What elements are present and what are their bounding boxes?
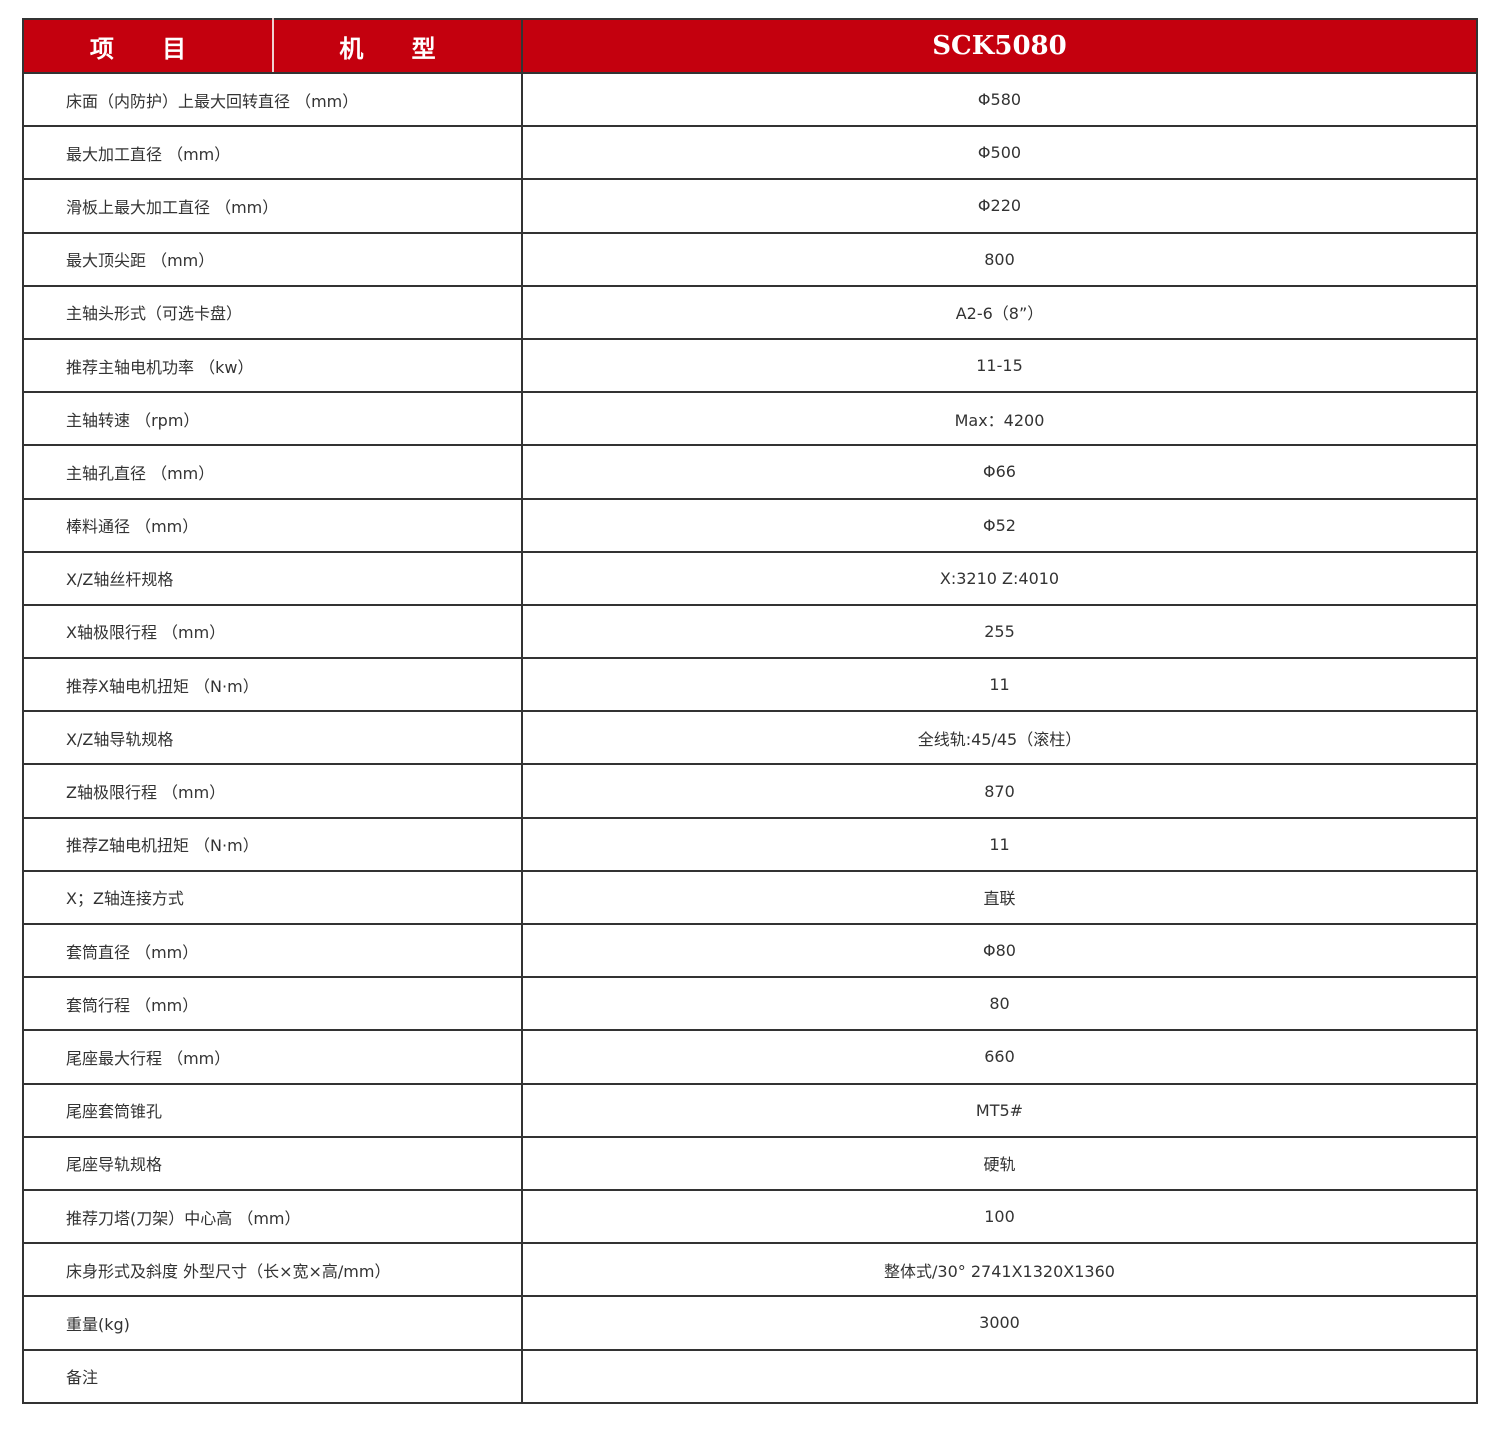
spec-item: 床身形式及斜度 外型尺寸（长×宽×高/mm） [22, 1242, 523, 1298]
spec-value: A2-6（8”） [521, 284, 1478, 340]
spec-value: Φ52 [521, 497, 1478, 553]
table-row: 推荐Z轴电机扭矩 （N·m） 11 [22, 816, 1478, 872]
spec-value: 100 [521, 1188, 1478, 1245]
table-row: 推荐刀塔(刀架）中心高 （mm） 100 [22, 1188, 1478, 1245]
spec-item: 重量(kg) [22, 1295, 523, 1351]
table-row: 主轴转速 （rpm） Max：4200 [22, 391, 1478, 447]
spec-value: 800 [521, 231, 1478, 287]
spec-value: MT5# [521, 1082, 1478, 1138]
spec-item: 推荐主轴电机功率 （kw） [22, 337, 523, 394]
spec-item: 尾座最大行程 （mm） [22, 1029, 523, 1085]
spec-item: 套筒直径 （mm） [22, 922, 523, 979]
spec-value: Max：4200 [521, 391, 1478, 447]
spec-value: 11 [521, 816, 1478, 872]
spec-value: 硬轨 [521, 1135, 1478, 1191]
table-row: 床面（内防护）上最大回转直径 （mm） Φ580 [22, 71, 1478, 128]
spec-item: X/Z轴丝杆规格 [22, 550, 523, 606]
spec-item: X轴极限行程 （mm） [22, 603, 523, 660]
spec-value: 660 [521, 1029, 1478, 1085]
spec-item: 滑板上最大加工直径 （mm） [22, 178, 523, 234]
table-row: 推荐主轴电机功率 （kw） 11-15 [22, 337, 1478, 394]
header-model-label: 机 型 [272, 18, 523, 74]
table-row: 床身形式及斜度 外型尺寸（长×宽×高/mm） 整体式/30° 2741X1320X… [22, 1242, 1478, 1298]
spec-item: 床面（内防护）上最大回转直径 （mm） [22, 71, 523, 128]
header-item: 项 目 [22, 18, 274, 74]
spec-item: 棒料通径 （mm） [22, 497, 523, 553]
table-row: 套筒直径 （mm） Φ80 [22, 922, 1478, 979]
spec-value: 整体式/30° 2741X1320X1360 [521, 1242, 1478, 1298]
table-row: 尾座导轨规格 硬轨 [22, 1135, 1478, 1191]
spec-value: 直联 [521, 869, 1478, 926]
spec-item: 最大加工直径 （mm） [22, 125, 523, 181]
spec-value: Φ80 [521, 922, 1478, 979]
table-row: 套筒行程 （mm） 80 [22, 976, 1478, 1032]
table-row: 尾座最大行程 （mm） 660 [22, 1029, 1478, 1085]
spec-value: Φ580 [521, 71, 1478, 128]
table-row: 备注 [22, 1348, 1478, 1404]
header-model: SCK5080 [521, 18, 1478, 74]
spec-item: 推荐刀塔(刀架）中心高 （mm） [22, 1188, 523, 1245]
spec-value: 255 [521, 603, 1478, 660]
spec-item: 最大顶尖距 （mm） [22, 231, 523, 287]
table-row: 最大加工直径 （mm） Φ500 [22, 125, 1478, 181]
spec-item: 备注 [22, 1348, 523, 1404]
table-row: 推荐X轴电机扭矩 （N·m） 11 [22, 657, 1478, 713]
spec-value: X:3210 Z:4010 [521, 550, 1478, 606]
spec-item: X/Z轴导轨规格 [22, 710, 523, 766]
spec-item: Z轴极限行程 （mm） [22, 763, 523, 819]
table-row: X/Z轴丝杆规格 X:3210 Z:4010 [22, 550, 1478, 606]
spec-item: 推荐X轴电机扭矩 （N·m） [22, 657, 523, 713]
spec-value [521, 1348, 1478, 1404]
spec-item: X；Z轴连接方式 [22, 869, 523, 926]
spec-value: Φ500 [521, 125, 1478, 181]
table-row: 主轴头形式（可选卡盘） A2-6（8”） [22, 284, 1478, 340]
spec-value: 80 [521, 976, 1478, 1032]
table-row: 滑板上最大加工直径 （mm） Φ220 [22, 178, 1478, 234]
spec-item: 推荐Z轴电机扭矩 （N·m） [22, 816, 523, 872]
spec-item: 套筒行程 （mm） [22, 976, 523, 1032]
table-row: X轴极限行程 （mm） 255 [22, 603, 1478, 660]
table-row: 重量(kg) 3000 [22, 1295, 1478, 1351]
spec-item: 主轴头形式（可选卡盘） [22, 284, 523, 340]
table-header: 项 目 机 型 SCK5080 [22, 18, 1478, 74]
spec-value: Φ66 [521, 444, 1478, 500]
spec-value: 3000 [521, 1295, 1478, 1351]
spec-table: 项 目 机 型 SCK5080 床面（内防护）上最大回转直径 （mm） Φ580 最… [22, 18, 1478, 1404]
spec-item: 尾座套筒锥孔 [22, 1082, 523, 1138]
spec-item: 主轴转速 （rpm） [22, 391, 523, 447]
spec-value: 870 [521, 763, 1478, 819]
spec-value: 11 [521, 657, 1478, 713]
table-row: X/Z轴导轨规格 全线轨:45/45（滚柱） [22, 710, 1478, 766]
spec-value: 全线轨:45/45（滚柱） [521, 710, 1478, 766]
spec-value: Φ220 [521, 178, 1478, 234]
table-row: 尾座套筒锥孔 MT5# [22, 1082, 1478, 1138]
table-row: Z轴极限行程 （mm） 870 [22, 763, 1478, 819]
table-row: 棒料通径 （mm） Φ52 [22, 497, 1478, 553]
spec-value: 11-15 [521, 337, 1478, 394]
spec-item: 主轴孔直径 （mm） [22, 444, 523, 500]
spec-item: 尾座导轨规格 [22, 1135, 523, 1191]
table-row: 主轴孔直径 （mm） Φ66 [22, 444, 1478, 500]
table-row: X；Z轴连接方式 直联 [22, 869, 1478, 926]
table-row: 最大顶尖距 （mm） 800 [22, 231, 1478, 287]
